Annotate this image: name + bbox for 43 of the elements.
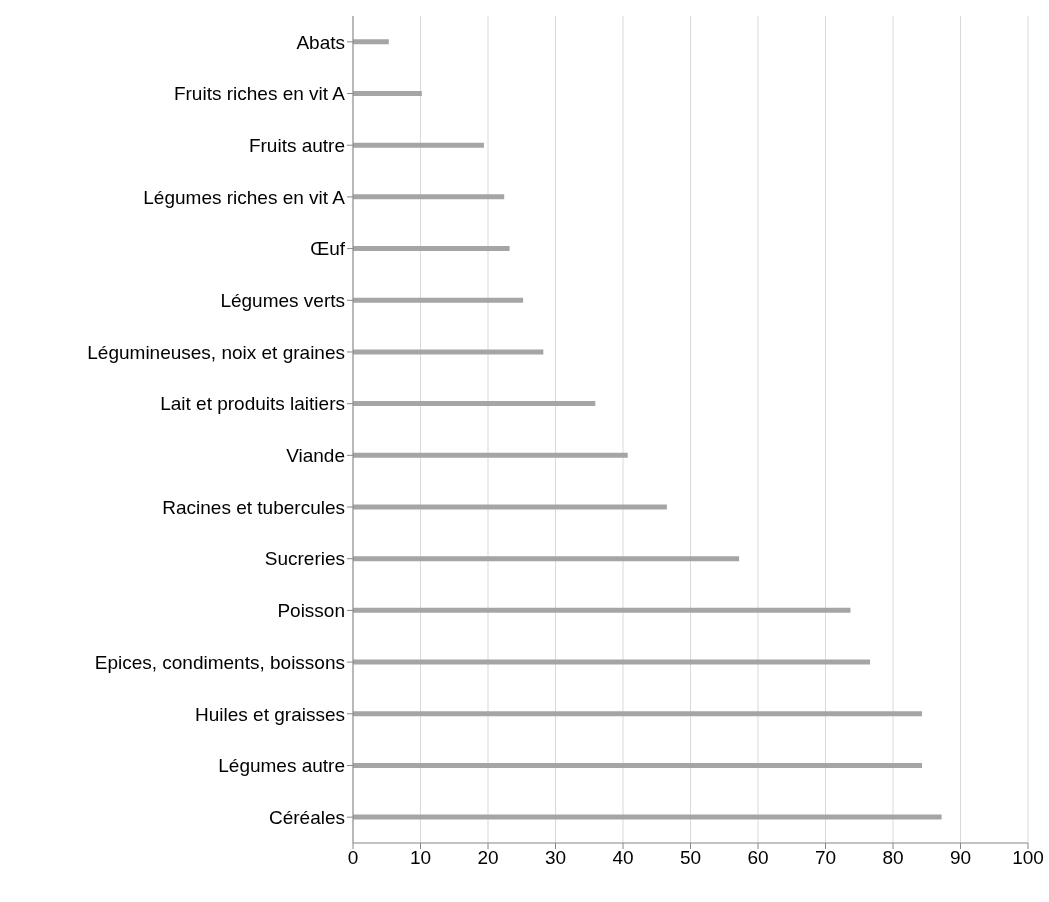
x-tick-label: 40: [612, 847, 634, 869]
bar: [353, 814, 942, 820]
y-tick-label: Racines et tubercules: [162, 496, 345, 518]
x-tick-label: 100: [1012, 847, 1044, 869]
y-tick-label: Céréales: [268, 806, 345, 828]
bar: [353, 194, 505, 200]
bar: [353, 504, 667, 510]
bar: [353, 349, 544, 355]
bar: [353, 246, 510, 252]
x-tick-label: 90: [949, 847, 972, 869]
y-tick-label: Œuf: [310, 238, 346, 260]
bar: [353, 401, 596, 407]
y-tick-label: Fruits autre: [248, 134, 345, 156]
y-tick-label: Légumes verts: [220, 290, 345, 312]
y-tick-label: Légumes riches en vit A: [143, 186, 346, 208]
bar: [353, 39, 389, 45]
x-tick-label: 70: [814, 847, 837, 869]
bar: [353, 556, 740, 562]
x-tick-label: 20: [477, 847, 499, 869]
x-tick-label: 30: [544, 847, 567, 869]
x-tick-label: 10: [409, 847, 432, 869]
bar: [353, 711, 923, 717]
y-tick-label: Lait et produits laitiers: [160, 393, 345, 415]
x-tick-label: 50: [679, 847, 702, 869]
y-tick-label: Huiles et graisses: [195, 703, 345, 725]
y-tick-label: Poisson: [277, 600, 345, 622]
x-tick-label: 80: [882, 847, 904, 869]
y-tick-label: Fruits riches en vit A: [173, 83, 346, 105]
bar: [353, 142, 484, 148]
x-tick-label: 60: [747, 847, 769, 869]
y-tick-label: Légumes autre: [218, 755, 345, 777]
y-tick-label: Légumineuses, noix et graines: [87, 341, 345, 363]
bar: [353, 607, 851, 613]
y-tick-label: Viande: [286, 445, 345, 467]
bar: [353, 762, 923, 768]
y-tick-label: Sucreries: [264, 548, 345, 570]
bar: [353, 452, 628, 458]
y-tick-label: Epices, condiments, boissons: [94, 651, 345, 673]
bar: [353, 297, 524, 303]
bar: [353, 90, 422, 96]
y-tick-label: Abats: [296, 31, 345, 53]
x-tick-label: 0: [347, 847, 359, 869]
bar: [353, 659, 871, 665]
